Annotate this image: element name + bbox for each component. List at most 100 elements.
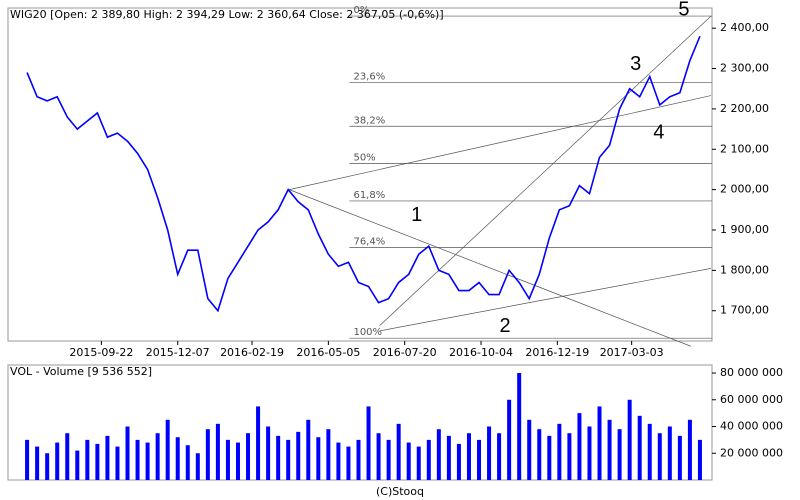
source: (C)Stooq [376, 485, 424, 498]
trend-line [379, 268, 712, 332]
wave-label: 3 [630, 53, 641, 75]
volume-bar [115, 446, 120, 480]
wave-label: 5 [678, 0, 689, 20]
volume-bar [316, 437, 321, 480]
y-tick-label: 60 000 000 [720, 393, 783, 406]
fib-label: 100% [353, 327, 382, 338]
y-tick-label: 1 800,00 [720, 263, 769, 276]
volume-bar [205, 429, 210, 480]
volume-bar [687, 419, 692, 480]
volume-bar [577, 413, 582, 480]
trend-line [289, 95, 712, 190]
volume-bar [85, 439, 90, 480]
volume-bar [125, 426, 130, 480]
fib-label: 61,8% [353, 190, 385, 201]
volume-bar [597, 406, 602, 480]
x-tick-label: 2017-03-03 [600, 346, 664, 359]
volume-bar [95, 443, 100, 480]
wave-label: 2 [500, 315, 511, 337]
volume-bar [456, 443, 461, 480]
volume-bar [406, 442, 411, 480]
volume-bar [477, 439, 482, 480]
volume-bar [547, 435, 552, 480]
volume-bar [466, 433, 471, 480]
volume-bar [366, 406, 371, 480]
volume-bar [165, 419, 170, 480]
x-tick-label: 2016-12-19 [525, 346, 589, 359]
volume-bar [105, 435, 110, 480]
volume-bar [396, 423, 401, 480]
fib-label: 0% [353, 5, 369, 16]
volume-bar [45, 453, 50, 480]
volume-bar [75, 450, 80, 480]
volume-bar [637, 415, 642, 480]
volume-bar [697, 439, 702, 480]
volume-bar [65, 433, 70, 480]
volume-bar [326, 429, 331, 480]
volume-bar [537, 429, 542, 480]
volume-bar [336, 442, 341, 480]
y-tick-label: 1 900,00 [720, 223, 769, 236]
volume-bar [25, 439, 30, 480]
volume-bar [416, 446, 421, 480]
volume-bar [266, 426, 271, 480]
x-tick-label: 2016-02-19 [220, 346, 284, 359]
volume-bar [215, 423, 220, 480]
volume-bar [657, 433, 662, 480]
volume-bar [286, 439, 291, 480]
volume-title: VOL - Volume [9 536 552] [10, 365, 152, 378]
volume-bar [677, 435, 682, 480]
volume-bar [607, 419, 612, 480]
price-line [26, 35, 701, 313]
volume-bar [386, 439, 391, 480]
y-tick-label: 1 700,00 [720, 304, 769, 317]
volume-bar [436, 429, 441, 480]
y-tick-label: 2 000,00 [720, 183, 769, 196]
volume-bar [507, 399, 512, 480]
volume-bar [356, 439, 361, 480]
fib-label: 76,4% [353, 236, 385, 247]
volume-bar [376, 433, 381, 480]
x-tick-label: 2016-05-05 [296, 346, 360, 359]
fib-label: 38,2% [353, 115, 385, 126]
volume-bar [225, 439, 230, 480]
volume-bar [185, 445, 190, 480]
volume-bar [296, 431, 301, 480]
wave-label: 1 [411, 204, 422, 226]
volume-bar [346, 446, 351, 480]
y-tick-label: 2 300,00 [720, 62, 769, 75]
volume-bar [567, 433, 572, 480]
fib-label: 50% [353, 152, 375, 163]
y-tick-label: 2 100,00 [720, 142, 769, 155]
y-tick-label: 80 000 000 [720, 366, 783, 379]
price-title: WIG20 [Open: 2 389,80 High: 2 394,29 Low… [10, 8, 444, 21]
fib-label: 23,6% [353, 72, 385, 83]
volume-bar [175, 437, 180, 480]
volume-bar [256, 406, 261, 480]
wave-label: 4 [653, 121, 664, 143]
x-tick-label: 2016-10-04 [449, 346, 513, 359]
y-tick-label: 40 000 000 [720, 420, 783, 433]
x-tick-label: 2015-09-22 [69, 346, 133, 359]
volume-bar [517, 373, 522, 480]
trend-line [379, 15, 712, 326]
volume-bar [306, 419, 311, 480]
y-tick-label: 20 000 000 [720, 446, 783, 459]
volume-bar [617, 429, 622, 480]
x-tick-label: 2015-12-07 [146, 346, 210, 359]
x-tick-label: 2016-07-20 [373, 346, 437, 359]
volume-bar [667, 426, 672, 480]
volume-bar [55, 442, 60, 480]
volume-bar [246, 433, 251, 480]
volume-bar [627, 399, 632, 480]
volume-bar [557, 423, 562, 480]
volume-bar [426, 439, 431, 480]
y-tick-label: 2 200,00 [720, 102, 769, 115]
volume-bar [487, 426, 492, 480]
price-panel [7, 7, 713, 342]
volume-bar [276, 435, 281, 480]
volume-bar [35, 446, 40, 480]
y-tick-label: 2 400,00 [720, 21, 769, 34]
volume-bar [155, 433, 160, 480]
